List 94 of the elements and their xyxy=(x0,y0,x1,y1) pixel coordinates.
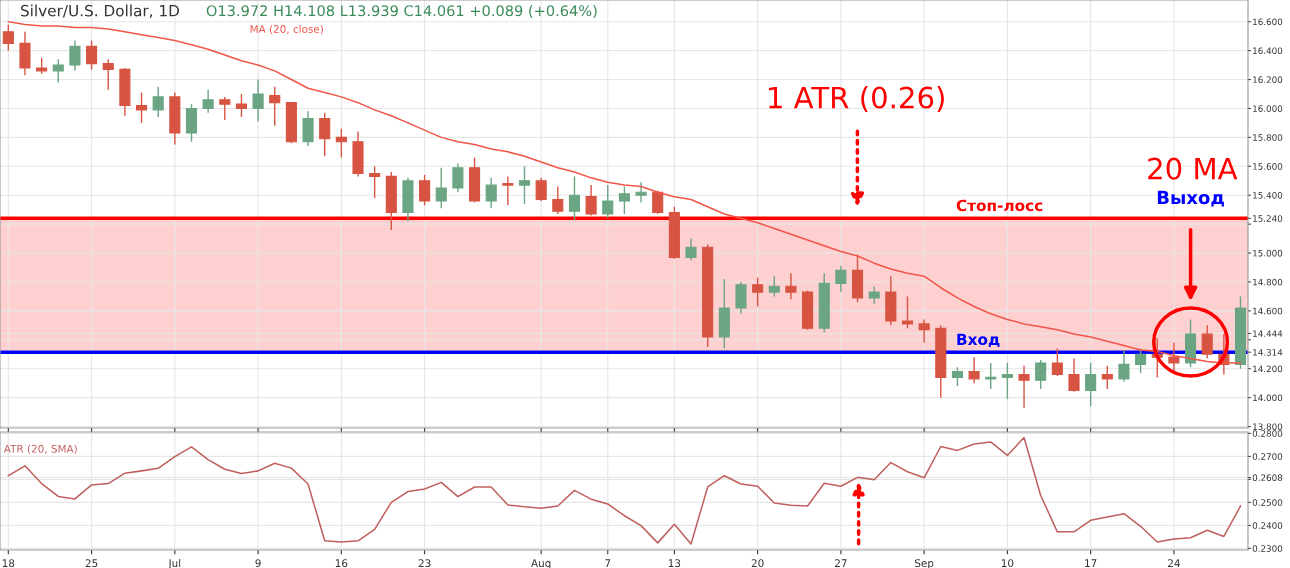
candlestick xyxy=(1168,341,1180,373)
candlestick xyxy=(135,91,148,124)
annotation: 20 MA xyxy=(1148,157,1238,180)
candlestick xyxy=(1085,362,1097,408)
y-tick-label: 14.000 xyxy=(1253,394,1283,402)
candlestick xyxy=(86,39,98,71)
candlestick xyxy=(685,237,697,261)
x-tick-label: 24 xyxy=(1168,559,1180,567)
candlestick xyxy=(419,174,431,207)
candlestick xyxy=(202,88,214,114)
y-tick-label: 0.2300 xyxy=(1252,545,1283,552)
y-tick-label: 0.2800 xyxy=(1252,430,1283,437)
candlestick xyxy=(951,366,963,387)
candlestick xyxy=(568,175,581,221)
text: ATR (20, SMA) xyxy=(3,444,77,454)
candlestick xyxy=(319,112,331,157)
candlestick xyxy=(1101,365,1113,390)
candlestick xyxy=(1051,347,1063,377)
y-tick-label: 15.000 xyxy=(1253,249,1283,257)
y-tick-label: 16.600 xyxy=(1253,18,1283,26)
y-tick-label: 13.800 xyxy=(1253,423,1283,430)
x-tick-label: 18 xyxy=(2,559,15,568)
line-series xyxy=(7,20,1242,364)
y-tick-label: 16.400 xyxy=(1253,47,1283,55)
chart-title: Silver/U.S. Dollar, 1D xyxy=(20,4,180,18)
candlestick xyxy=(835,265,847,293)
x-tick-label: 10 xyxy=(1001,559,1014,568)
y-tick-label: 16.000 xyxy=(1253,105,1283,112)
candlestick xyxy=(1135,347,1147,374)
candlestick xyxy=(269,86,281,127)
candlestick xyxy=(452,162,464,194)
y-tick-label: 14.200 xyxy=(1253,365,1283,373)
x-tick-label: 9 xyxy=(255,559,261,568)
candlestick xyxy=(219,96,231,121)
y-tick-label: 15.400 xyxy=(1253,192,1283,199)
candlestick xyxy=(1018,365,1030,409)
candlestick xyxy=(785,272,797,301)
candlestick xyxy=(735,281,747,315)
candlestick xyxy=(602,184,614,220)
candlestick xyxy=(102,58,114,91)
candlestick xyxy=(901,295,914,329)
candlestick xyxy=(69,39,81,72)
candlestick xyxy=(235,93,247,118)
candlestick xyxy=(552,185,564,215)
annotation: Выход xyxy=(1157,190,1224,207)
text: MA (20, close) xyxy=(250,24,323,35)
candlestick xyxy=(918,318,930,344)
y-tick-label: 0.2500 xyxy=(1252,499,1283,506)
candlestick xyxy=(335,127,347,159)
candlestick xyxy=(1201,324,1213,360)
annotation: 1 ATR (0.26) xyxy=(769,86,944,113)
chart-subtitle: O13.972 H14.108 L13.939 C14.061 +0.089 (+0.64%) xyxy=(206,4,597,18)
ref-line-label: Стоп-лосс xyxy=(956,199,1043,212)
candlestick xyxy=(302,110,314,147)
x-tick-label: 27 xyxy=(835,559,847,567)
y-tick-label: 0.2608 xyxy=(1252,474,1283,481)
x-tick-label: 17 xyxy=(1085,559,1097,567)
candlestick xyxy=(435,167,447,209)
candlestick xyxy=(152,86,164,118)
y-tick-label: 15.600 xyxy=(1253,163,1283,170)
x-tick-label: 23 xyxy=(418,559,431,568)
candlestick xyxy=(2,23,14,52)
x-tick-label: 16 xyxy=(335,559,348,568)
candlestick xyxy=(518,165,531,205)
x-tick-label: 25 xyxy=(85,559,98,568)
candlestick xyxy=(635,181,647,204)
x-tick-label: 7 xyxy=(605,559,611,567)
candlestick xyxy=(52,58,64,84)
y-tick-label: 15.800 xyxy=(1253,134,1283,141)
y-tick-label: 0.2400 xyxy=(1252,522,1283,529)
candlestick xyxy=(369,165,381,199)
y-tick-label: 14.314 xyxy=(1253,349,1283,356)
candlestick xyxy=(485,177,497,209)
candlestick xyxy=(768,275,780,298)
candlestick xyxy=(585,184,597,217)
x-tick-label: 20 xyxy=(751,559,764,568)
candlestick xyxy=(752,276,764,308)
candlestick xyxy=(502,175,514,207)
candlestick xyxy=(1035,359,1047,390)
y-tick-label: 14.600 xyxy=(1253,307,1283,315)
x-tick-label: 13 xyxy=(668,559,681,568)
candlestick xyxy=(1118,349,1130,383)
y-tick-label: 15.240 xyxy=(1253,215,1283,222)
y-tick-label: 16.200 xyxy=(1253,76,1283,83)
y-tick-label: 0.2700 xyxy=(1252,453,1283,460)
y-tick-label: 14.444 xyxy=(1253,330,1283,337)
candlestick xyxy=(535,177,547,202)
candlestick xyxy=(1001,362,1013,400)
candlestick xyxy=(968,356,980,384)
candlestick xyxy=(618,185,630,215)
ref-line-label: Вход xyxy=(957,333,1000,347)
candlestick xyxy=(1068,357,1080,393)
y-tick-label: 14.800 xyxy=(1253,278,1283,286)
candlestick xyxy=(252,78,264,123)
